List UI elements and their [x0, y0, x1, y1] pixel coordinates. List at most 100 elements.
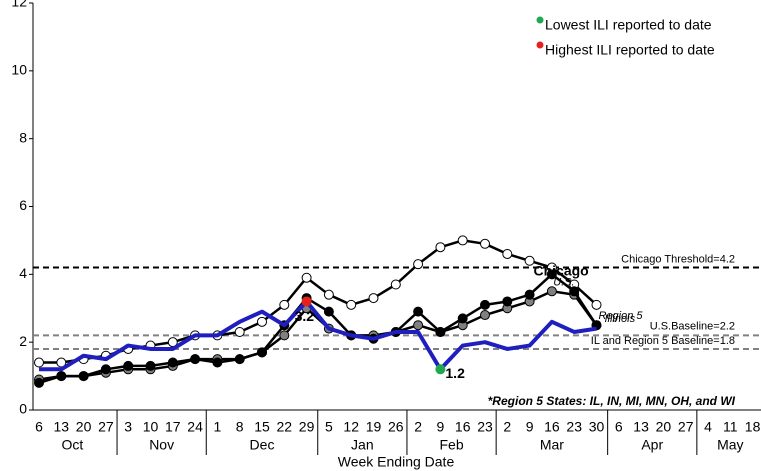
data-point — [346, 299, 357, 310]
x-tick-label: 4 — [704, 419, 712, 435]
data-point — [257, 347, 267, 358]
footnote: *Region 5 States: IL, IN, MI, MN, OH, an… — [488, 394, 736, 408]
data-point — [390, 279, 401, 290]
x-tick-label: 29 — [299, 419, 315, 435]
legend-marker — [536, 41, 544, 49]
data-point — [502, 296, 513, 307]
data-point — [323, 289, 334, 300]
data-point — [190, 354, 201, 365]
x-tick-label: 11 — [723, 419, 738, 435]
x-tick-label: 13 — [633, 419, 649, 435]
x-tick-label: 8 — [236, 419, 244, 435]
data-point — [546, 269, 557, 280]
x-tick-label: 12 — [343, 419, 359, 435]
series-label: Region 5 — [599, 310, 644, 322]
x-tick-label: 23 — [477, 419, 493, 435]
x-tick-label: 5 — [325, 419, 333, 435]
y-tick-label: 12 — [11, 0, 27, 10]
reference-label: IL and Region 5 Baseline=1.8 — [591, 335, 735, 347]
data-point — [123, 360, 134, 371]
reference-label: U.S.Baseline=2.2 — [650, 320, 735, 332]
data-point — [234, 326, 245, 337]
data-point — [546, 286, 557, 297]
data-point — [480, 310, 490, 321]
x-tick-label: 6 — [35, 419, 43, 435]
series-line — [39, 299, 597, 372]
x-tick-label: 17 — [165, 419, 181, 435]
data-point — [301, 272, 312, 283]
x-tick-label: 16 — [544, 419, 560, 435]
data-point — [279, 299, 290, 310]
data-point — [34, 377, 44, 388]
x-tick-label: 20 — [656, 419, 672, 435]
month-label: Nov — [149, 437, 174, 453]
x-tick-label: 2 — [503, 419, 511, 435]
x-axis-title: Week Ending Date — [338, 454, 455, 470]
data-point — [56, 371, 67, 382]
series-label: Illinois — [605, 313, 636, 325]
x-tick-label: 9 — [437, 419, 445, 435]
x-tick-label: 30 — [589, 419, 605, 435]
data-point — [34, 357, 44, 368]
data-point — [413, 306, 424, 317]
x-tick-label: 26 — [388, 419, 404, 435]
data-point — [212, 357, 223, 368]
data-point — [234, 354, 245, 365]
x-tick-label: 18 — [745, 419, 761, 435]
x-tick-label: 13 — [54, 419, 70, 435]
data-point — [100, 364, 111, 375]
x-tick-label: 20 — [76, 419, 92, 435]
month-label: Mar — [540, 437, 564, 453]
x-tick-label: 1 — [214, 419, 222, 435]
y-tick-label: 6 — [19, 197, 27, 213]
highlight-point — [435, 364, 446, 375]
data-point — [413, 320, 424, 331]
data-point — [323, 306, 334, 317]
month-label: Jan — [351, 437, 374, 453]
data-point — [78, 371, 89, 382]
data-point — [257, 316, 267, 327]
x-tick-label: 10 — [143, 419, 159, 435]
data-point — [279, 330, 290, 341]
data-point — [591, 299, 602, 310]
x-tick-label: 2 — [414, 419, 422, 435]
y-tick-label: 4 — [19, 265, 27, 281]
x-tick-label: 24 — [187, 419, 203, 435]
x-tick-label: 16 — [455, 419, 471, 435]
data-point — [502, 248, 513, 259]
data-point — [524, 289, 535, 300]
month-label: Dec — [250, 437, 275, 453]
month-label: Feb — [439, 437, 463, 453]
series-label: Chicago — [534, 262, 589, 278]
data-point — [368, 293, 379, 304]
legend-label: Highest ILI reported to date — [545, 42, 715, 58]
y-tick-label: 2 — [19, 333, 27, 349]
x-tick-label: 19 — [366, 419, 382, 435]
x-tick-label: 3 — [124, 419, 132, 435]
data-point — [167, 357, 178, 368]
data-point — [413, 259, 424, 270]
series-line — [38, 273, 598, 385]
data-point — [524, 255, 535, 266]
y-tick-label: 10 — [11, 62, 27, 78]
x-tick-label: 27 — [678, 419, 694, 435]
month-label: May — [717, 437, 743, 453]
x-tick-label: 6 — [615, 419, 623, 435]
data-point — [457, 235, 468, 246]
x-tick-label: 9 — [526, 419, 534, 435]
y-tick-label: 0 — [19, 401, 27, 417]
month-label: Oct — [62, 437, 84, 453]
x-tick-label: 27 — [98, 419, 114, 435]
highlight-point — [301, 296, 312, 307]
data-point — [569, 286, 580, 297]
data-point — [480, 299, 490, 310]
series-line — [39, 239, 598, 364]
legend-marker — [536, 16, 544, 24]
data-point — [435, 326, 446, 337]
x-tick-label: 23 — [566, 419, 582, 435]
highlight-value: 3.2 — [295, 308, 315, 324]
data-point — [480, 238, 490, 249]
x-tick-label: 15 — [254, 419, 270, 435]
legend-label: Lowest ILI reported to date — [545, 17, 712, 33]
